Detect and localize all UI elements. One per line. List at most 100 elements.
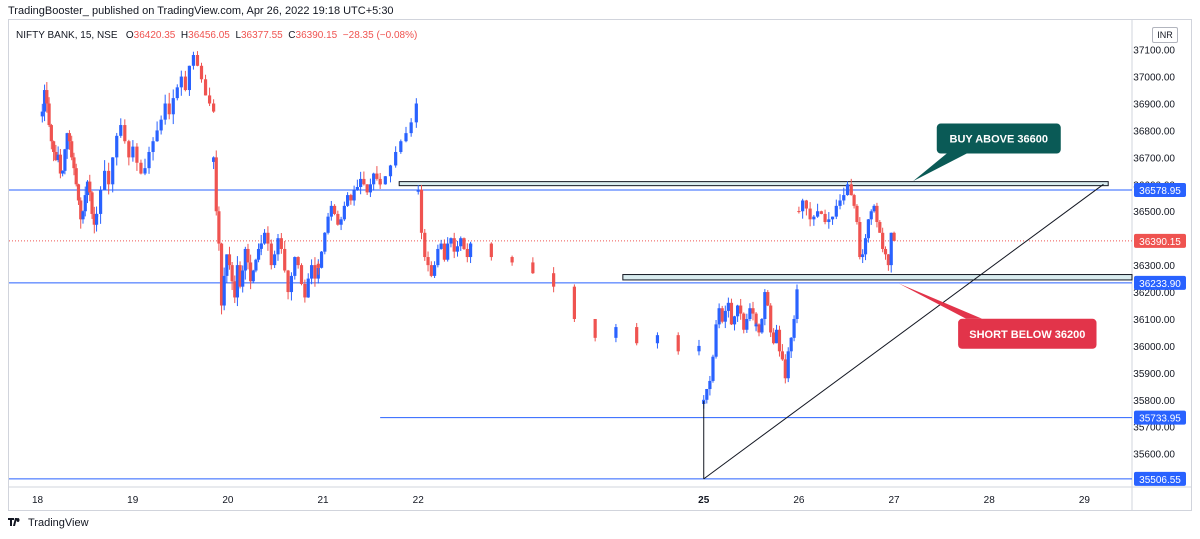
candle-body (812, 216, 816, 220)
candle (72, 152, 76, 176)
candle-body (375, 173, 379, 179)
candle (111, 157, 115, 193)
candle-body (855, 205, 859, 223)
time-tick-label: 29 (1079, 495, 1091, 506)
candle-body (329, 205, 333, 217)
candle (808, 202, 812, 227)
candle (303, 279, 307, 303)
candle (359, 171, 363, 195)
candle-body (254, 259, 258, 271)
candle (423, 228, 427, 261)
candle-body (70, 141, 74, 158)
price-axis[interactable]: 37100.00 37000.00 36900.00 36800.00 36700.00… (1133, 46, 1186, 486)
candle (766, 290, 770, 307)
candles (40, 51, 896, 409)
candle-body (823, 213, 827, 223)
candle-body (293, 257, 297, 276)
candle (723, 305, 727, 329)
candle-body (127, 141, 131, 158)
candle (79, 197, 83, 229)
candle-body (362, 178, 366, 185)
candle (151, 137, 155, 161)
candle (342, 201, 346, 222)
candle-body (459, 238, 463, 247)
candle (572, 284, 576, 323)
candle-body (452, 238, 456, 252)
candle (789, 336, 793, 358)
candle-body (83, 195, 87, 212)
symbol-name[interactable]: NIFTY BANK, 15, NSE (16, 30, 118, 41)
candle (54, 144, 58, 162)
candle-body (368, 184, 372, 193)
candle-body (383, 176, 387, 185)
candle-body (723, 310, 727, 322)
candle-body (273, 254, 277, 266)
candle-body (262, 232, 267, 244)
candle-body (772, 332, 776, 344)
candle (708, 375, 712, 396)
candle-body (103, 170, 107, 190)
candle-body (147, 151, 151, 169)
candle (365, 184, 369, 196)
candle (326, 212, 330, 235)
candle-body (81, 211, 85, 220)
candle (299, 263, 304, 286)
candle (123, 119, 127, 144)
candle-body (766, 292, 770, 306)
time-axis[interactable]: 18 19 20 21 22 25 26 27 28 29 (32, 495, 1090, 506)
candle-body (225, 254, 229, 276)
candle (222, 267, 226, 311)
currency-badge[interactable]: INR (1152, 27, 1178, 43)
price-tick-label: 36100.00 (1133, 315, 1175, 326)
candle-body (289, 275, 294, 293)
candle (266, 226, 270, 251)
candle (103, 160, 107, 190)
candle (346, 192, 350, 207)
candle-body (151, 141, 155, 152)
candle (720, 305, 724, 324)
candle (845, 181, 850, 196)
candle (446, 237, 450, 262)
candle (67, 130, 72, 150)
candle (171, 89, 175, 125)
candle (203, 74, 208, 96)
candle-body (881, 232, 885, 249)
candle-body (212, 103, 216, 112)
candle (296, 256, 300, 269)
candle (56, 146, 60, 163)
candle-body (207, 95, 212, 104)
candle-body (49, 125, 53, 142)
candle-body (757, 324, 761, 333)
candle-body (276, 238, 280, 255)
candle (332, 204, 337, 216)
candle-body (449, 238, 453, 244)
candle-body (717, 308, 721, 325)
price-tick-label: 35900.00 (1133, 369, 1175, 380)
candle (717, 303, 721, 329)
candle (329, 200, 333, 221)
candle (92, 206, 96, 234)
candle-body (655, 335, 660, 344)
candle (375, 166, 379, 181)
candle-body (217, 211, 221, 244)
symbol-legend[interactable]: NIFTY BANK, 15, NSE O36420.35 H36456.05 … (16, 30, 417, 41)
candle (409, 118, 413, 137)
candle-body (801, 200, 805, 212)
candle-body (219, 243, 224, 306)
ohlc-open-value: 36420.35 (133, 30, 176, 41)
candle (510, 255, 514, 266)
candle (319, 251, 324, 269)
candle (754, 322, 758, 332)
candle-body (708, 380, 712, 390)
candle (256, 243, 261, 263)
candle-body (251, 270, 255, 282)
candle-body (404, 133, 408, 142)
candle (489, 242, 493, 261)
candle-body (332, 205, 337, 214)
candle-body (726, 302, 730, 311)
price-tick-label: 36900.00 (1133, 100, 1175, 111)
candle (697, 339, 701, 356)
candle (748, 303, 752, 322)
candle (58, 149, 62, 179)
